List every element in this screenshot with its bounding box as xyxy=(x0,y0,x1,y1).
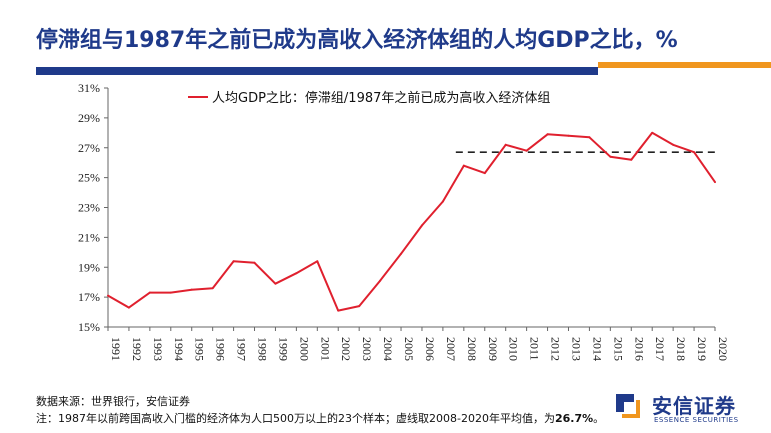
x-tick-label: 2010 xyxy=(507,337,521,361)
data-point xyxy=(295,272,298,275)
x-tick-label: 2019 xyxy=(695,337,709,361)
x-tick-label: 2014 xyxy=(590,337,604,361)
y-tick-label: 23% xyxy=(78,201,100,215)
x-tick-label: 1993 xyxy=(151,337,165,361)
data-point xyxy=(651,131,654,134)
x-tick-label: 1997 xyxy=(235,337,249,361)
x-tick-label: 1996 xyxy=(214,337,228,361)
x-tick-label: 2017 xyxy=(653,337,667,361)
logo-name-en: ESSENCE SECURITIES xyxy=(654,416,739,424)
x-tick-label: 2002 xyxy=(339,337,353,361)
y-tick-label: 19% xyxy=(78,260,100,274)
y-tick-label: 27% xyxy=(78,141,100,155)
line-chart: 15% 17% 19% 21% 23% 25% 27% 29% 31% 1991 1992 1993… xyxy=(78,81,730,361)
data-point xyxy=(420,224,423,227)
x-tick-label: 2013 xyxy=(569,337,583,361)
data-point xyxy=(358,305,361,308)
x-tick-label: 2004 xyxy=(381,337,395,361)
x-tick-label: 2003 xyxy=(360,337,374,361)
x-tick-label: 1994 xyxy=(172,337,186,361)
data-point xyxy=(274,282,277,285)
data-point xyxy=(379,279,382,282)
x-tick-label: 2006 xyxy=(423,337,437,361)
data-point xyxy=(190,288,193,291)
data-point xyxy=(525,149,528,152)
y-tick-label: 29% xyxy=(78,111,100,125)
data-point xyxy=(483,172,486,175)
data-point xyxy=(693,151,696,154)
x-tick-label: 2015 xyxy=(611,337,625,361)
data-point xyxy=(253,261,256,264)
x-tick-label: 1999 xyxy=(276,337,290,361)
y-tick-label: 25% xyxy=(78,171,100,185)
x-tick-label: 2000 xyxy=(297,337,311,361)
logo-mark-icon xyxy=(616,394,640,418)
x-tick-label: 2018 xyxy=(674,337,688,361)
data-point xyxy=(630,158,633,161)
x-tick-labels: 1991 1992 1993 1994 1995 1996 1997 1998 1999 2000… xyxy=(109,337,730,361)
title-underline-orange xyxy=(598,62,771,68)
y-tick-label: 17% xyxy=(78,290,100,304)
data-point xyxy=(462,164,465,167)
data-point xyxy=(107,294,109,297)
data-point xyxy=(672,143,675,146)
y-tick-label: 15% xyxy=(78,320,100,334)
data-point xyxy=(148,291,151,294)
data-point xyxy=(588,136,591,139)
footnote: 注：1987年以前跨国高收入门槛的经济体为人口500万以上的23个样本；虚线取2… xyxy=(36,410,604,426)
company-logo: 安信证券 ESSENCE SECURITIES xyxy=(612,388,762,428)
x-tick-label: 2016 xyxy=(632,337,646,361)
data-point xyxy=(211,287,214,290)
x-tick-label: 1998 xyxy=(256,337,270,361)
data-point xyxy=(546,133,549,136)
data-point xyxy=(714,181,716,184)
data-point xyxy=(232,260,235,263)
data-point xyxy=(127,306,130,309)
y-tick-label: 31% xyxy=(78,81,100,95)
x-tick-label: 1991 xyxy=(109,337,123,361)
x-tick-label: 2001 xyxy=(318,337,332,361)
x-tick-label: 2011 xyxy=(528,337,542,361)
footnote-text: 注：1987年以前跨国高收入门槛的经济体为人口500万以上的23个样本；虚线取2… xyxy=(36,412,555,425)
y-tick-label: 21% xyxy=(78,230,100,244)
chart-axes xyxy=(104,87,716,331)
x-tick-label: 2008 xyxy=(465,337,479,361)
footnote-value: 26.7% xyxy=(554,412,594,425)
series-group xyxy=(107,131,716,312)
page-title: 停滞组与1987年之前已成为高收入经济体组的人均GDP之比，% xyxy=(36,28,678,53)
x-tick-label: 1995 xyxy=(193,337,207,361)
y-tick-labels: 15% 17% 19% 21% 23% 25% 27% 29% 31% xyxy=(78,81,100,334)
x-tick-label: 2007 xyxy=(444,337,458,361)
data-point xyxy=(567,134,570,137)
footnote-end: 。 xyxy=(593,412,605,425)
data-point xyxy=(337,309,340,312)
legend-label: 人均GDP之比：停滞组/1987年之前已成为高收入经济体组 xyxy=(212,90,550,106)
data-source-note: 数据来源：世界银行，安信证券 xyxy=(36,395,190,408)
series-line xyxy=(107,131,716,312)
logo-name-cn: 安信证券 xyxy=(652,394,736,418)
x-tick-label: 2012 xyxy=(549,337,563,361)
data-point xyxy=(400,252,403,255)
data-point xyxy=(441,200,444,203)
title-underline-blue xyxy=(36,67,598,75)
data-point xyxy=(504,143,507,146)
x-tick-label: 2020 xyxy=(716,337,730,361)
data-point xyxy=(609,155,612,158)
chart-legend: 人均GDP之比：停滞组/1987年之前已成为高收入经济体组 xyxy=(188,90,550,106)
x-tick-label: 1992 xyxy=(130,337,144,361)
data-point xyxy=(169,291,172,294)
x-tick-label: 2005 xyxy=(402,337,416,361)
x-tick-label: 2009 xyxy=(486,337,500,361)
data-point xyxy=(316,260,319,263)
